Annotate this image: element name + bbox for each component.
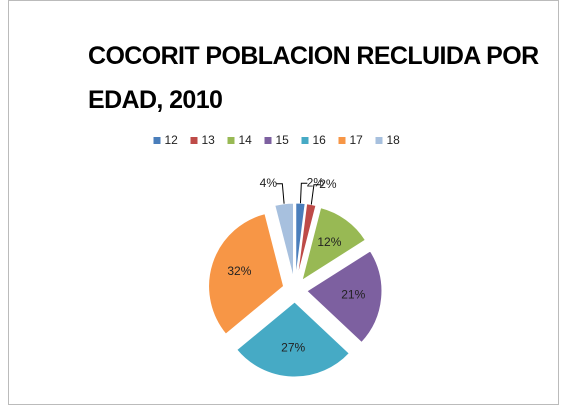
data-label: 4%: [260, 176, 278, 190]
pie-slice: [236, 301, 351, 378]
leader-line: [299, 182, 308, 204]
data-label: 27%: [281, 341, 305, 355]
legend-swatch: [153, 137, 161, 144]
legend-label: 14: [239, 133, 253, 147]
chart-title: COCORIT POBLACION RECLUIDA POR EDAD, 201…: [88, 42, 539, 114]
legend-label: 15: [276, 133, 290, 147]
leader-line: [310, 184, 320, 205]
legend-swatch: [190, 137, 198, 144]
leader-line: [276, 183, 285, 204]
legend-label: 17: [350, 133, 364, 147]
pie-slice: [301, 207, 367, 282]
legend-swatch: [375, 137, 383, 144]
data-label: 2%: [307, 175, 325, 189]
data-label: 2%: [319, 177, 337, 191]
legend-swatch: [264, 137, 272, 144]
pie-slice: [295, 202, 306, 279]
legend-swatch: [227, 137, 235, 144]
legend-label: 18: [387, 133, 401, 147]
legend-label: 13: [202, 133, 216, 147]
legend-swatch: [301, 137, 309, 144]
pie-slice: [208, 213, 285, 335]
pie-slice: [274, 202, 294, 279]
legend-label: 16: [313, 133, 327, 147]
data-label: 32%: [227, 264, 251, 278]
legend-swatch: [338, 137, 346, 144]
data-label: 21%: [341, 288, 365, 302]
legend-label: 12: [165, 133, 179, 147]
pie-slice: [306, 250, 383, 344]
pie-slice: [296, 203, 317, 279]
data-label: 12%: [317, 235, 341, 249]
